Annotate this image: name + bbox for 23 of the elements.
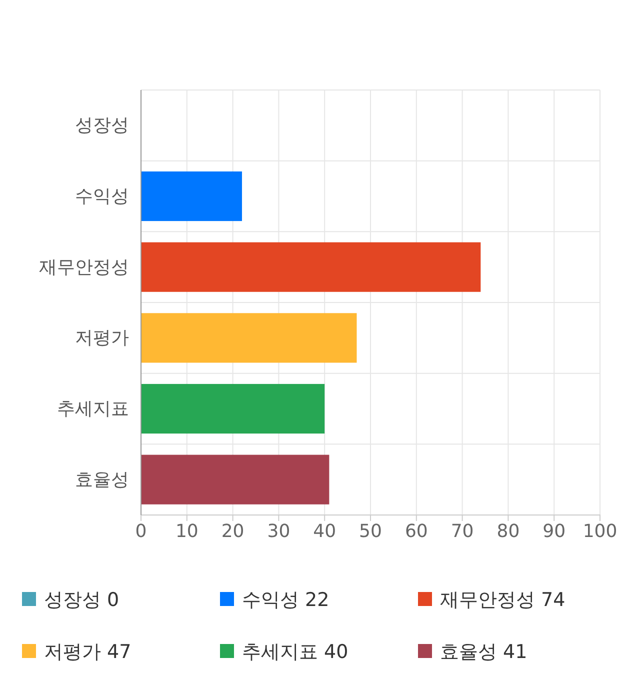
x-tick-label: 100: [582, 520, 618, 542]
y-tick-label: 추세지표: [57, 398, 129, 420]
x-tick-label: 40: [313, 520, 336, 542]
legend-label: 재무안정성 74: [440, 589, 566, 611]
x-tick-label: 50: [359, 520, 382, 542]
legend-label: 성장성 0: [44, 589, 120, 611]
y-tick-label: 저평가: [75, 328, 129, 349]
x-tick-label: 90: [542, 520, 566, 542]
y-tick-label: 재무안정성: [39, 256, 129, 278]
y-tick-label: 성장성: [75, 115, 129, 136]
legend-label: 추세지표 40: [242, 641, 348, 663]
x-tick-label: 20: [221, 520, 244, 542]
legend-label: 효율성 41: [440, 641, 528, 663]
x-tick-label: 10: [175, 520, 198, 542]
x-tick-label: 70: [450, 520, 474, 542]
legend-label: 수익성 22: [242, 589, 330, 611]
x-tick-label: 0: [135, 520, 147, 542]
y-tick-label: 수익성: [75, 186, 129, 208]
x-tick-label: 80: [496, 520, 520, 542]
x-tick-label: 30: [267, 520, 290, 542]
y-tick-label: 효율성: [75, 469, 129, 490]
legend-label: 저평가 47: [44, 641, 132, 663]
x-tick-label: 60: [404, 520, 428, 542]
